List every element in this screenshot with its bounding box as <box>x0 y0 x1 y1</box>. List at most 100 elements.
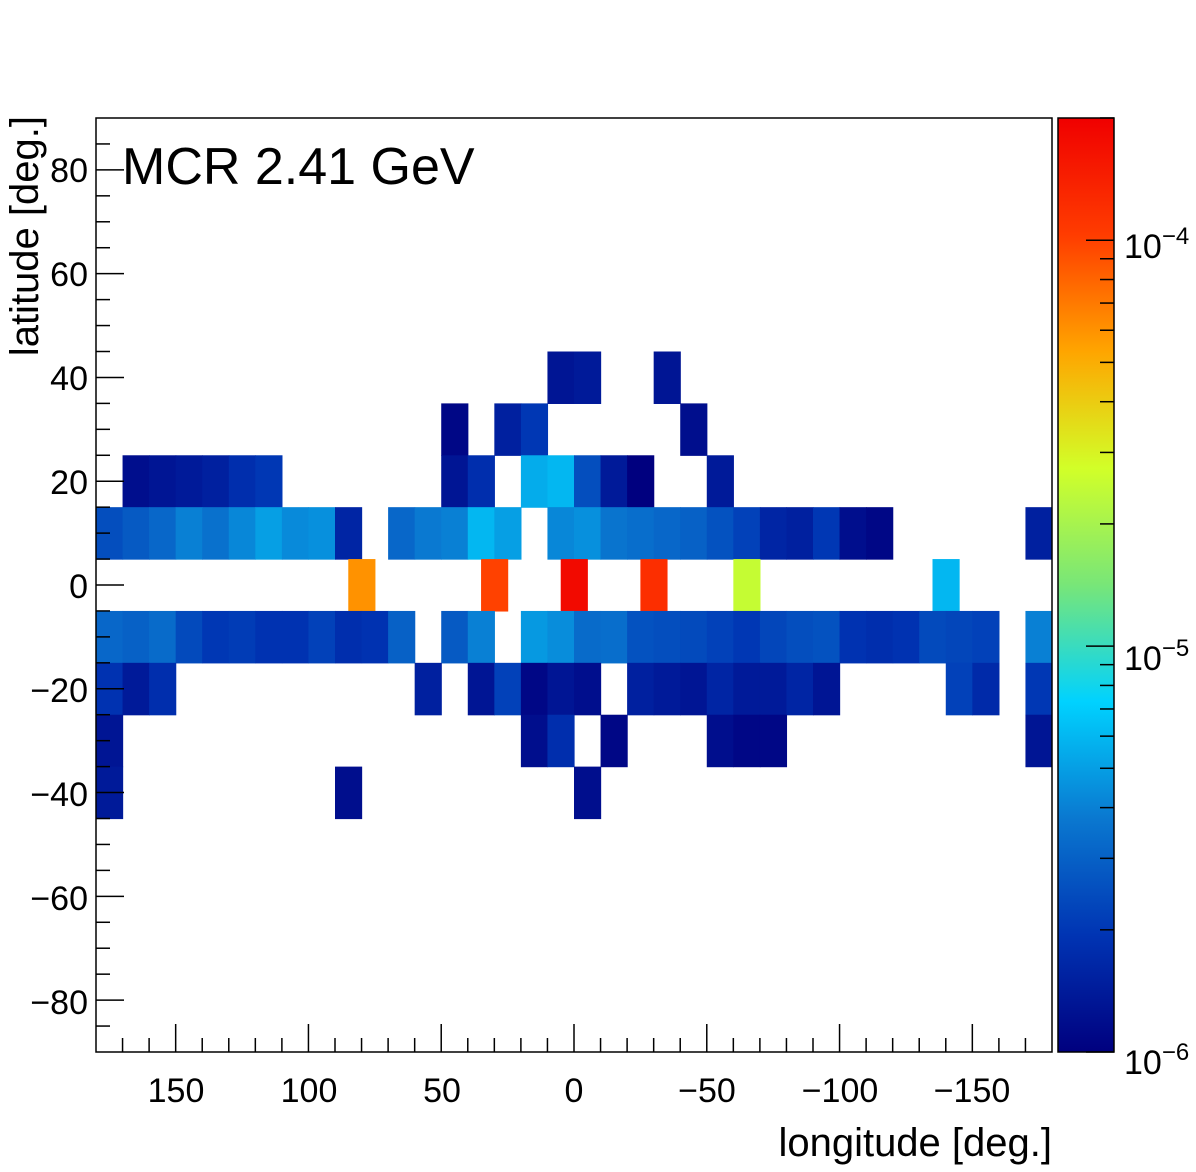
heatmap-cell <box>600 455 628 508</box>
heatmap-cell <box>255 507 283 560</box>
heatmap-cell <box>441 455 469 508</box>
x-tick-label: 100 <box>281 1072 338 1110</box>
heatmap-cell <box>945 662 973 716</box>
heatmap-cell <box>627 610 655 664</box>
heatmap-cell <box>560 559 588 612</box>
heatmap-cell <box>574 351 602 404</box>
heatmap-cell <box>680 403 708 456</box>
heatmap-cell <box>680 662 708 716</box>
heatmap-cell <box>640 559 668 612</box>
y-tick-label: −20 <box>30 672 88 710</box>
x-tick-label: 50 <box>423 1072 461 1110</box>
heatmap-cell <box>149 455 177 508</box>
heatmap-cell <box>520 662 549 716</box>
y-tick-label: 20 <box>50 464 88 502</box>
heatmap-cell <box>759 610 788 664</box>
x-axis-ticks <box>121 1024 1027 1052</box>
heatmap-cell <box>441 610 469 664</box>
heatmap-cell <box>759 662 788 716</box>
heatmap-cell <box>786 507 814 560</box>
heatmap-cell <box>494 662 522 716</box>
heatmap-cell <box>839 610 867 664</box>
heatmap-cell <box>175 610 203 664</box>
heatmap-cell <box>467 455 495 508</box>
heatmap-cell <box>202 610 230 664</box>
y-tick-label: 40 <box>50 360 88 398</box>
y-axis-ticks <box>96 143 124 1027</box>
colorbar-label-1e-5: 10−5 <box>1124 635 1189 678</box>
heatmap-cell <box>149 662 177 716</box>
heatmap-cell <box>759 714 788 768</box>
colorbar <box>1057 117 1115 1053</box>
heatmap-cell <box>786 610 814 664</box>
heatmap-cell <box>547 714 575 768</box>
heatmap-cell <box>520 403 549 456</box>
heatmap-cell <box>574 662 602 716</box>
heatmap-cell <box>467 610 495 664</box>
heatmap-cell <box>520 610 549 664</box>
heatmap-cell <box>733 507 761 560</box>
x-tick-label: 0 <box>565 1072 584 1110</box>
heatmap-cell <box>281 507 310 560</box>
heatmap-cell <box>653 662 681 716</box>
heatmap-cell <box>574 610 602 664</box>
heatmap-cell <box>441 507 469 560</box>
heatmap-cell <box>919 610 947 664</box>
heatmap-cell <box>335 610 363 664</box>
heatmap-cell <box>547 662 575 716</box>
heatmap-cell <box>1025 610 1052 664</box>
y-tick-label: 80 <box>50 152 88 190</box>
y-tick-label: −80 <box>30 984 88 1022</box>
colorbar-label-1e-6: 10−6 <box>1124 1039 1189 1082</box>
heatmap-cell <box>335 766 363 820</box>
heatmap-cell <box>228 455 256 508</box>
heatmap-cell <box>706 507 734 560</box>
heatmap-cell <box>932 559 960 612</box>
y-axis-title: latitude [deg.] <box>3 116 47 356</box>
y-tick-label: −40 <box>30 776 88 814</box>
x-axis-title: longitude [deg.] <box>778 1121 1052 1165</box>
heatmap-cell <box>839 507 867 560</box>
heatmap-cell <box>175 507 203 560</box>
heatmap-cell <box>627 662 655 716</box>
heatmap-cell <box>520 714 549 768</box>
heatmap-cell <box>308 507 336 560</box>
y-tick-label: 60 <box>50 256 88 294</box>
heatmap-cell <box>813 507 841 560</box>
heatmap-cell <box>388 507 416 560</box>
heatmap-cell <box>255 455 283 508</box>
x-axis-tick-labels: 150 100 50 0 −50 −100 −150 <box>148 1072 1011 1110</box>
heatmap-cell <box>122 455 150 508</box>
heatmap-cell <box>467 507 495 560</box>
heatmap-cell <box>759 507 788 560</box>
heatmap-cell <box>600 714 628 768</box>
y-axis-tick-labels: 80 60 40 20 0 −20 −40 −60 −80 <box>30 152 88 1022</box>
plot-title: MCR 2.41 GeV <box>122 138 475 196</box>
colorbar-ticks <box>1086 117 1114 1053</box>
heatmap-cell <box>281 610 310 664</box>
heatmap-cell <box>706 610 734 664</box>
heatmap-cell <box>149 610 177 664</box>
heatmap-cell <box>813 610 841 664</box>
heatmap-cell <box>733 662 761 716</box>
heatmap-cell <box>547 455 575 508</box>
x-tick-label: −100 <box>802 1072 879 1110</box>
heatmap-cell <box>122 662 150 716</box>
heatmap-cell <box>228 507 256 560</box>
heatmap-cell <box>414 662 442 716</box>
heatmap-cell <box>335 507 363 560</box>
heatmap-cell <box>574 507 602 560</box>
heatmap-cell <box>972 610 1000 664</box>
heatmap-cell <box>494 403 522 456</box>
heatmap-cell <box>574 766 602 820</box>
heatmap-cell <box>175 455 203 508</box>
heatmap-cell <box>122 507 150 560</box>
heatmap-cell <box>627 507 655 560</box>
heatmap-cell <box>1025 714 1052 768</box>
heatmap-cell <box>388 610 416 664</box>
heatmap-cell <box>600 507 628 560</box>
heatmap-cell <box>481 559 509 612</box>
heatmap-cell <box>361 610 389 664</box>
heatmap-cell <box>520 455 549 508</box>
